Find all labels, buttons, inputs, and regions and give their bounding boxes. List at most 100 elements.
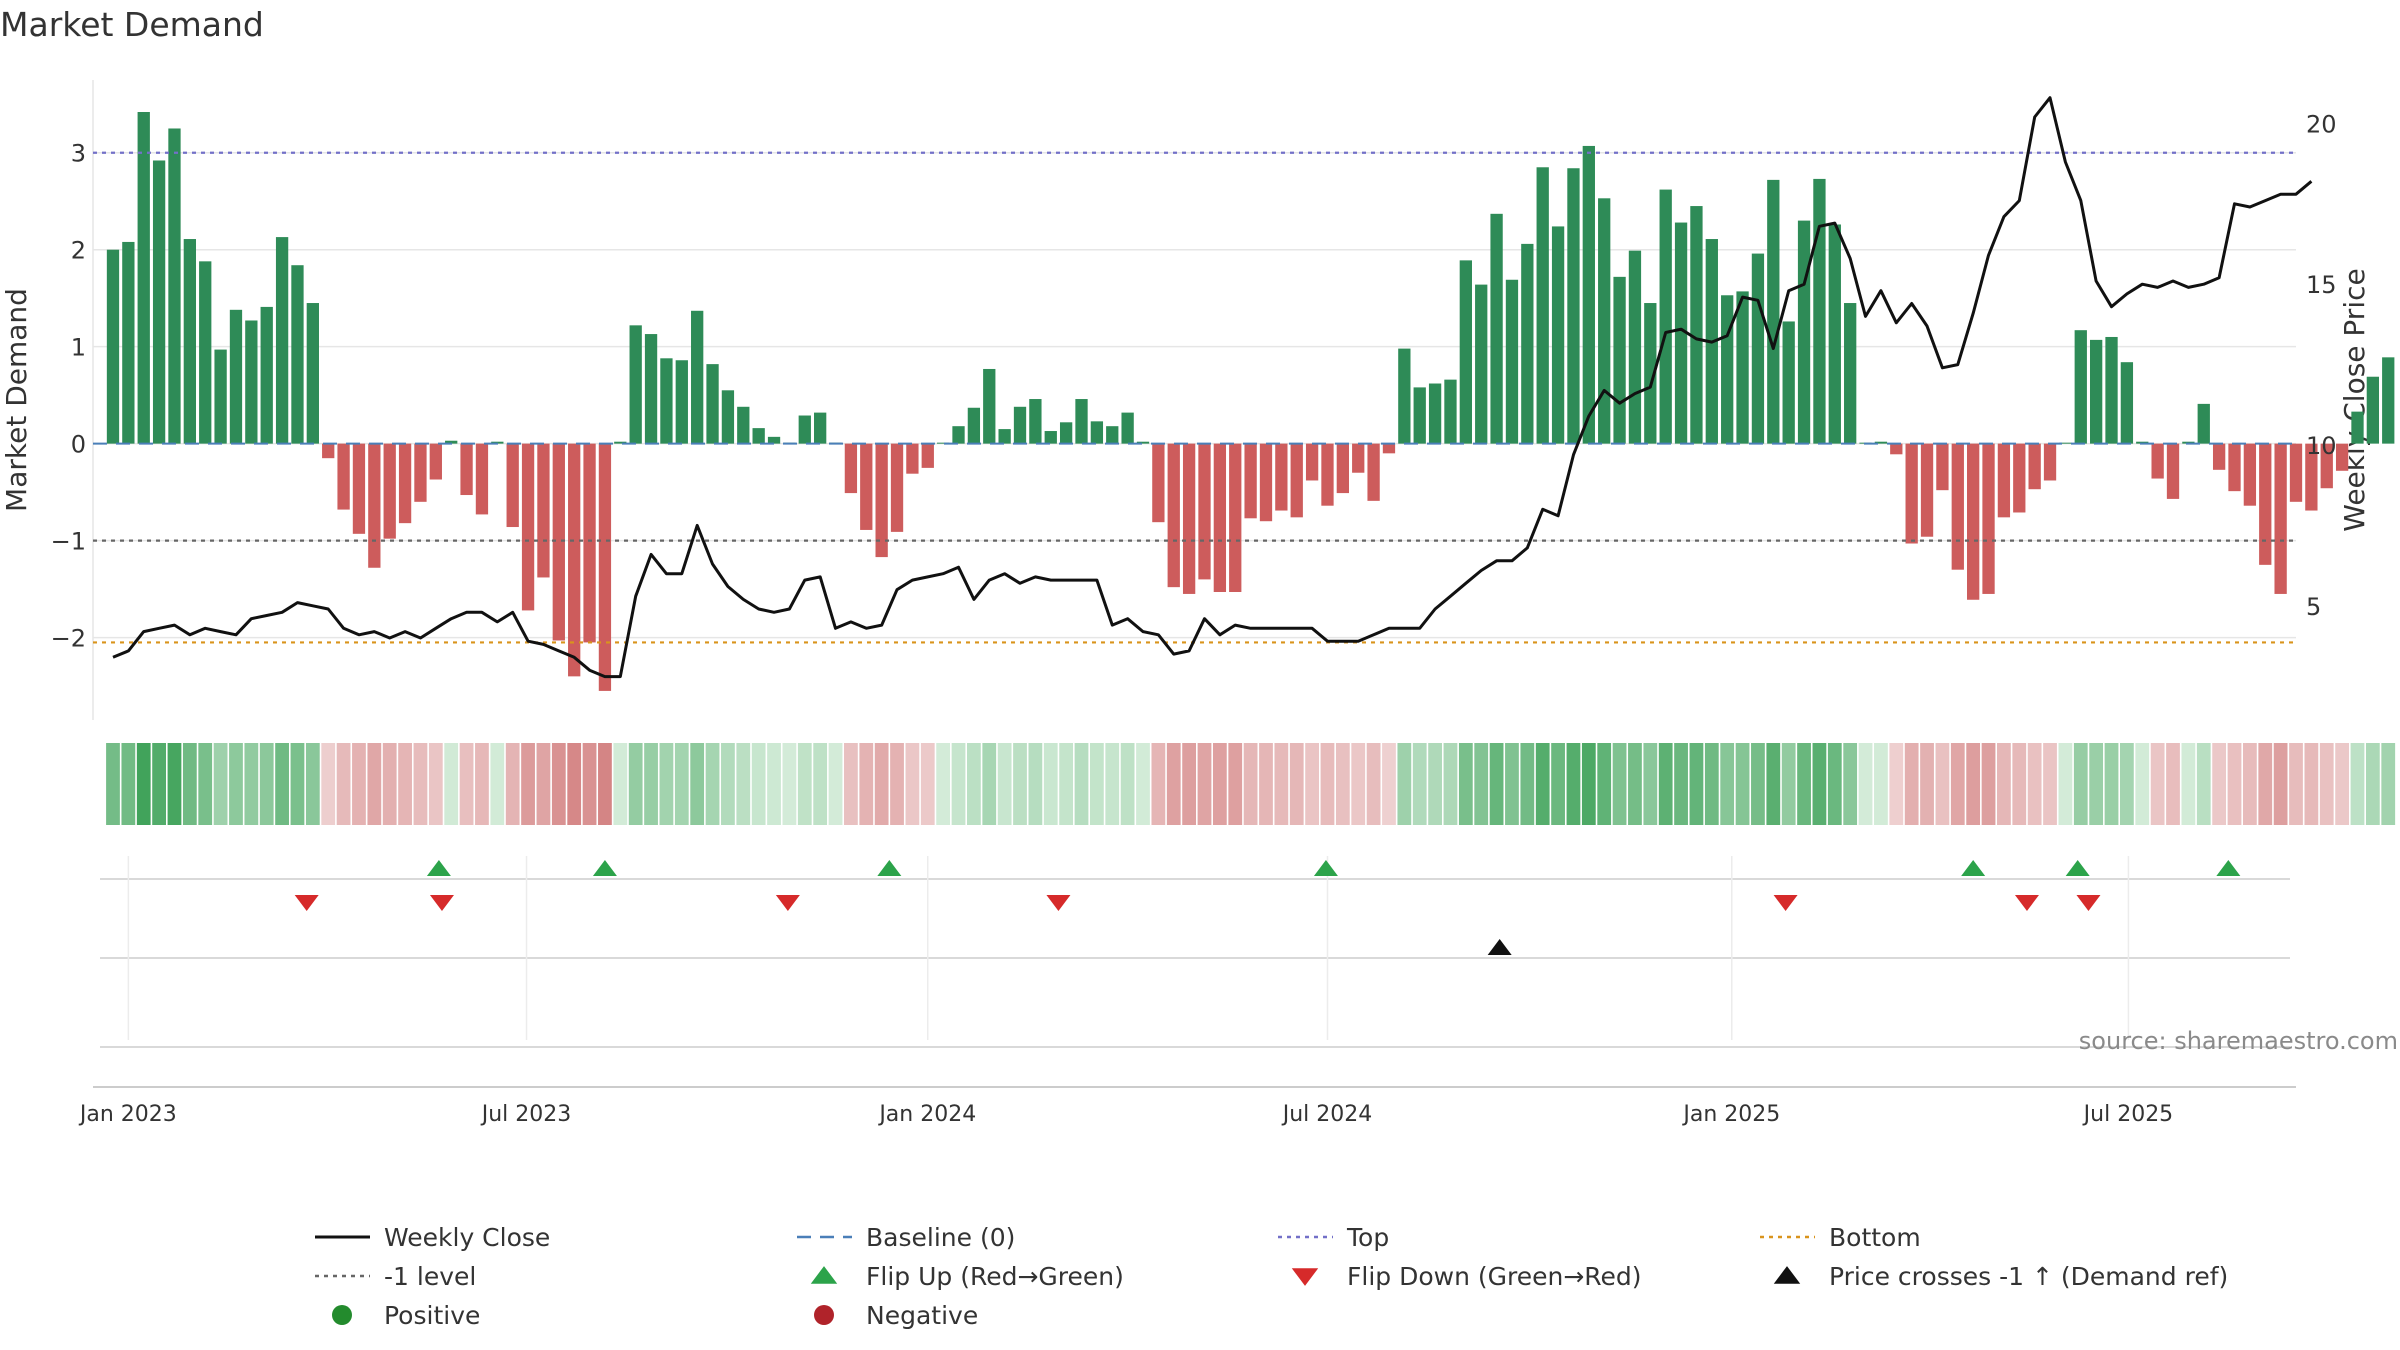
demand-bar <box>1920 443 1934 537</box>
demand-bar <box>1797 220 1811 444</box>
legend-label: Top <box>1346 1223 1389 1252</box>
heat-strip-cell <box>2043 743 2057 825</box>
legend-label: Negative <box>866 1301 978 1330</box>
demand-bar <box>568 443 581 677</box>
heat-strip-cell <box>505 743 520 825</box>
demand-bar <box>1721 295 1734 444</box>
x-tick-label: Jul 2024 <box>1281 1102 1373 1127</box>
heat-strip-cell <box>844 743 858 825</box>
heat-strip-cell <box>613 743 628 825</box>
legend-label: Weekly Close <box>384 1223 550 1252</box>
heat-strip-cell <box>1766 743 1781 825</box>
heat-strip-cell <box>1043 743 1058 825</box>
demand-bar <box>1182 443 1196 594</box>
heat-strip-cell <box>121 743 136 825</box>
demand-bar <box>199 261 212 444</box>
demand-bar <box>1244 443 1257 519</box>
heat-strip-cell <box>1581 743 1596 825</box>
x-tick-label: Jul 2025 <box>2082 1102 2174 1127</box>
demand-bar <box>1551 226 1565 444</box>
heat-strip-cell <box>1151 743 1166 825</box>
heat-strip-cell <box>1274 743 1289 825</box>
demand-bar <box>229 309 243 444</box>
heat-strip-cell <box>536 743 551 825</box>
demand-bar <box>1475 284 1488 444</box>
demand-bar <box>152 160 166 444</box>
heat-strip-cell <box>2273 743 2288 825</box>
grid-lines <box>92 80 2296 720</box>
demand-bar <box>906 443 919 474</box>
flip-down-marker <box>294 895 319 911</box>
heat-strip-cell <box>413 743 428 825</box>
heat-strip-cell <box>1566 743 1581 825</box>
demand-bar <box>2105 336 2118 444</box>
heat-strip-cell <box>1720 743 1735 825</box>
y2-axis-ticks: 5 10 15 20 <box>2306 110 2337 620</box>
y-tick-label: −1 <box>51 528 86 556</box>
demand-bar <box>1198 443 1211 580</box>
flip-down-marker <box>2076 895 2101 911</box>
demand-bar <box>122 241 135 444</box>
demand-bar <box>629 325 642 444</box>
demand-bar <box>1674 222 1688 444</box>
heat-strip-cell <box>1136 743 1150 825</box>
heat-strip-cell <box>259 743 274 825</box>
heat-strip-cell <box>2212 743 2227 825</box>
demand-bar <box>1305 443 1319 481</box>
heat-strip-cell <box>628 743 643 825</box>
heat-strip-cell <box>859 743 874 825</box>
flip-down-marker <box>429 895 454 911</box>
heat-strip-cell <box>936 743 951 825</box>
demand-bar <box>967 407 981 444</box>
demand-bar <box>860 443 873 530</box>
flip-down-marker <box>775 895 800 911</box>
heat-strip-cell <box>152 743 166 825</box>
demand-bar <box>245 320 258 444</box>
heat-strip-cell <box>1520 743 1535 825</box>
heat-strip-cell <box>382 743 397 825</box>
demand-bar <box>875 443 888 558</box>
demand-bar <box>1951 443 1964 570</box>
heat-strip-cell <box>2120 743 2134 825</box>
heat-strip-cell <box>1551 743 1565 825</box>
demand-bar <box>1075 399 1088 444</box>
demand-bar <box>1013 406 1027 444</box>
demand-bar <box>1844 303 1857 444</box>
heat-strip-cell <box>1013 743 1027 825</box>
heat-strip-cell <box>2181 743 2196 825</box>
heat-strip-cell <box>2166 743 2180 825</box>
demand-bar <box>552 443 565 641</box>
heat-strip-cell <box>106 743 120 825</box>
heat-strip-cell <box>136 743 151 825</box>
demand-bar <box>1767 179 1780 444</box>
heat-strip-cell <box>1781 743 1796 825</box>
y2-tick-label: 5 <box>2306 593 2321 621</box>
demand-bar <box>798 415 811 444</box>
demand-bar <box>1736 291 1749 444</box>
demand-bar <box>583 443 596 643</box>
legend-label: -1 level <box>384 1262 476 1291</box>
heat-strip-cell <box>1827 743 1842 825</box>
demand-bar <box>1382 443 1396 454</box>
heat-strip-cell <box>997 743 1012 825</box>
heat-strip-cell <box>1950 743 1965 825</box>
heat-strip-cell <box>2319 743 2334 825</box>
legend: Weekly Close Baseline (0) Top Bottom -1 leve… <box>315 1223 2228 1330</box>
demand-bar <box>1490 213 1503 444</box>
demand-bar <box>691 310 704 444</box>
demand-bar <box>1644 303 1657 444</box>
y-tick-label: −2 <box>51 625 86 653</box>
heat-strip-cell <box>967 743 981 825</box>
demand-bar <box>214 349 227 444</box>
demand-bar <box>460 443 473 496</box>
legend-swatch <box>1773 1266 1801 1284</box>
demand-bar <box>1229 443 1242 592</box>
heat-strip-cell <box>2350 743 2365 825</box>
heat-strip-cell <box>1674 743 1688 825</box>
demand-bar <box>352 443 366 534</box>
legend-swatch <box>332 1305 352 1325</box>
demand-bar <box>2059 442 2072 444</box>
heat-strip-cell <box>674 743 689 825</box>
heat-strip-cell <box>874 743 889 825</box>
heat-strip-cell <box>2304 743 2319 825</box>
